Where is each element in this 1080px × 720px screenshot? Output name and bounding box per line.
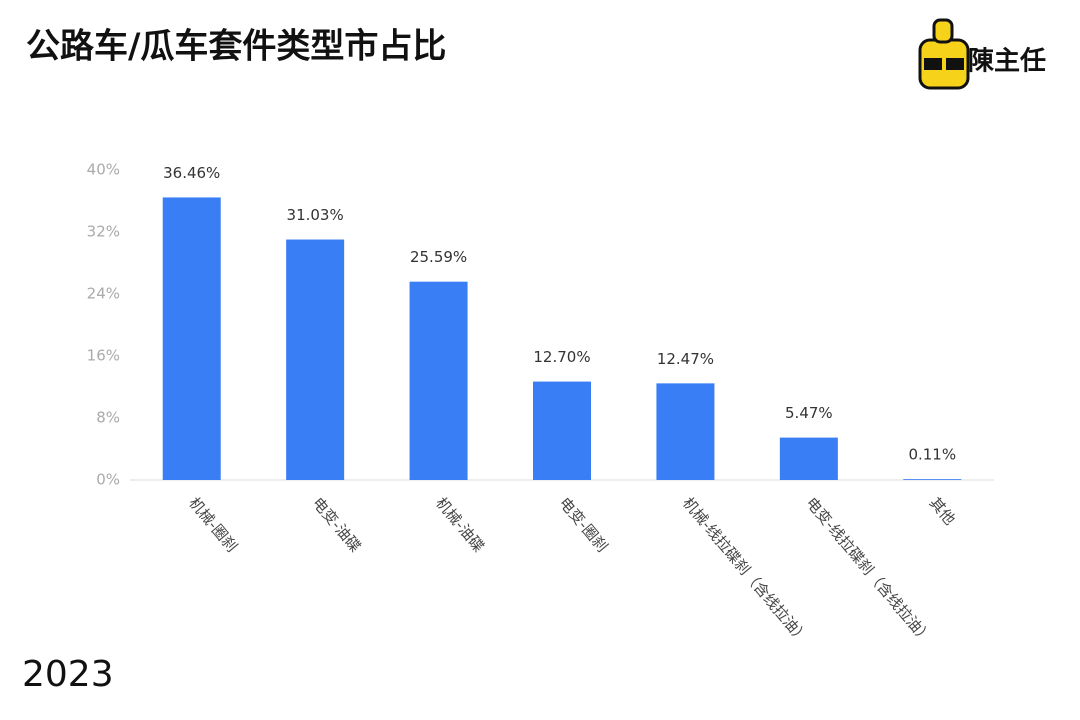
logo-text: 陳主任 bbox=[968, 47, 1046, 77]
bar bbox=[903, 479, 962, 480]
bar bbox=[409, 281, 468, 480]
logo-glasses bbox=[924, 58, 942, 70]
value-label: 31.03% bbox=[287, 206, 344, 224]
y-tick-label: 0% bbox=[96, 471, 120, 489]
y-tick-label: 24% bbox=[87, 285, 120, 303]
bar bbox=[779, 437, 838, 480]
value-label: 25.59% bbox=[410, 248, 467, 266]
y-tick-label: 32% bbox=[87, 223, 120, 241]
x-tick-label: 机械-圈刹 bbox=[185, 494, 241, 556]
x-tick-label: 机械-线拉碟刹（含线拉油） bbox=[679, 494, 812, 648]
y-tick-label: 16% bbox=[87, 347, 120, 365]
chart-title: 公路车/瓜车套件类型市占比 bbox=[26, 27, 446, 67]
x-tick-label: 电变-圈刹 bbox=[555, 494, 611, 556]
value-label: 5.47% bbox=[785, 404, 833, 422]
footer-year: 2023 bbox=[22, 654, 114, 695]
value-label: 12.70% bbox=[533, 348, 590, 366]
x-tick-label: 电变-油碟 bbox=[309, 494, 365, 556]
x-tick-label: 电变-线拉碟刹（含线拉油） bbox=[802, 494, 935, 648]
logo: 陳主任 bbox=[918, 18, 1046, 90]
value-label: 36.46% bbox=[163, 164, 220, 182]
logo-cap bbox=[932, 18, 954, 44]
bar bbox=[656, 383, 715, 480]
y-tick-label: 40% bbox=[87, 161, 120, 179]
value-label: 12.47% bbox=[657, 350, 714, 368]
y-tick-label: 8% bbox=[96, 409, 120, 427]
logo-glasses bbox=[946, 58, 964, 70]
bar bbox=[533, 381, 591, 480]
value-label: 0.11% bbox=[908, 446, 956, 464]
bar bbox=[286, 239, 345, 480]
x-tick-label: 其他 bbox=[926, 494, 959, 529]
bar bbox=[162, 197, 221, 480]
x-tick-label: 机械-油碟 bbox=[432, 494, 488, 556]
